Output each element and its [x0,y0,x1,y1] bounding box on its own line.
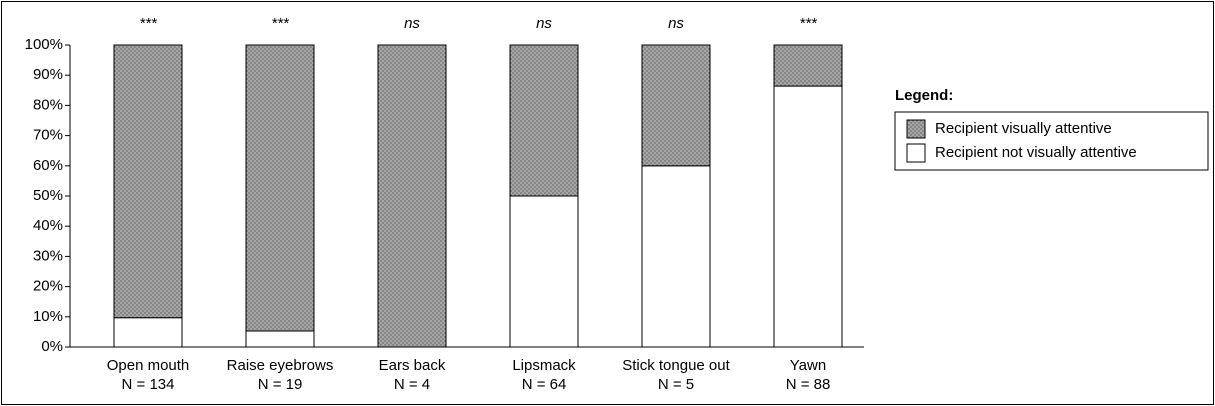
legend-swatch [906,119,926,139]
y-tick-label: 50% [33,187,63,204]
x-tick-label: Raise eyebrows [227,357,334,374]
x-tick-label: Lipsmack [512,357,576,374]
y-tick-label: 40% [33,217,63,234]
sample-size-label: N = 19 [258,376,303,393]
significance-label: *** [799,15,818,32]
y-tick-label: 100% [25,36,63,53]
y-tick-label: 80% [33,96,63,113]
bar-segment [113,44,183,319]
bar-segment [641,165,711,348]
legend-swatch [906,143,926,163]
significance-label: *** [271,15,290,32]
x-tick-label: Stick tongue out [622,357,730,374]
sample-size-label: N = 4 [394,376,430,393]
y-tick-label: 30% [33,247,63,264]
significance-label: ns [404,15,420,32]
sample-size-label: N = 64 [522,376,567,393]
y-tick-label: 70% [33,127,63,144]
sample-size-label: N = 88 [786,376,831,393]
bar-segment [377,44,447,348]
significance-label: ns [668,15,684,32]
x-tick-label: Open mouth [107,357,190,374]
bar-segment [113,317,183,348]
y-tick-label: 90% [33,66,63,83]
significance-label: *** [139,15,158,32]
bar-segment [773,44,843,87]
bar-segment [245,330,315,348]
legend-box [894,111,1209,171]
x-tick-label: Ears back [379,357,446,374]
legend-label: Recipient visually attentive [935,120,1112,137]
legend-label: Recipient not visually attentive [935,144,1137,161]
bar-segment [641,44,711,167]
bar-segment [245,44,315,332]
sample-size-label: N = 134 [122,376,175,393]
bar-segment [509,44,579,197]
significance-label: ns [536,15,552,32]
y-tick-label: 0% [41,338,63,355]
sample-size-label: N = 5 [658,376,694,393]
y-tick-label: 60% [33,157,63,174]
y-tick-label: 20% [33,278,63,295]
x-tick-label: Yawn [790,357,826,374]
legend-title: Legend: [895,87,953,104]
y-tick-label: 10% [33,308,63,325]
bar-segment [773,85,843,348]
bar-segment [509,195,579,348]
